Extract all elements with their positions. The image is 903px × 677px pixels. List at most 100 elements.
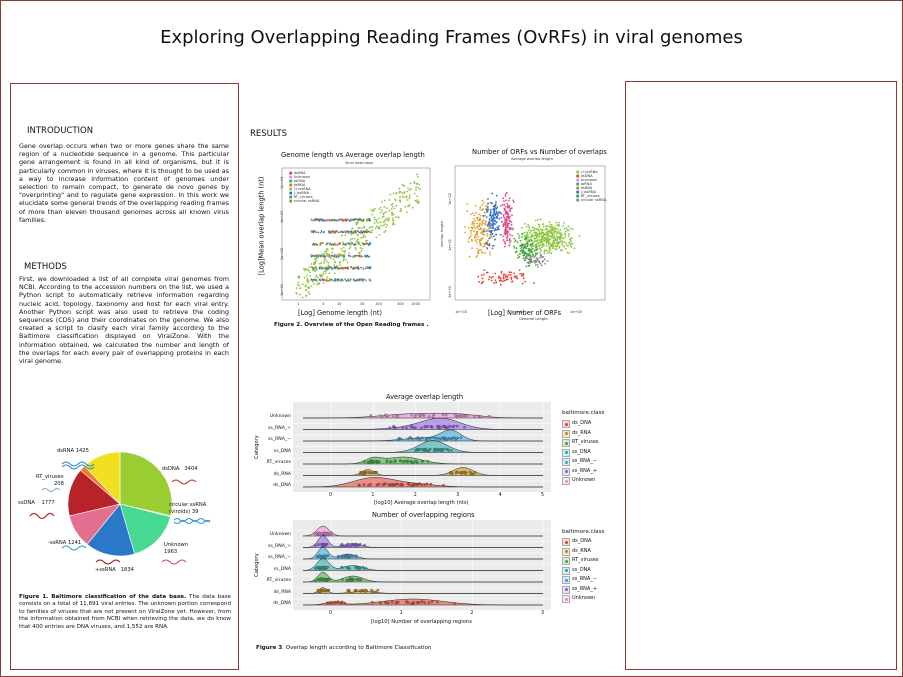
ridge-point	[340, 565, 343, 569]
scatter1-point	[359, 218, 362, 221]
ridge-point	[313, 532, 316, 535]
s2-legend-1: ■ dsDNA	[576, 174, 593, 178]
ridge-point	[452, 424, 456, 428]
scatter1-point	[392, 221, 394, 224]
scatter2-point	[527, 265, 530, 268]
scatter2-point	[471, 247, 473, 250]
scatter2-point	[513, 246, 516, 249]
scatter2-point	[549, 242, 551, 245]
scatter1-point	[334, 261, 336, 264]
scatter2-point	[528, 258, 531, 261]
scatter2-point	[475, 212, 477, 214]
scatter2-point	[513, 237, 515, 240]
scatter1-point	[414, 199, 417, 202]
r2-category-2: ss_RNA_−	[267, 555, 291, 560]
scatter1-point	[302, 283, 304, 286]
scatter1-point	[374, 227, 377, 230]
scatter1-point	[350, 231, 352, 234]
ridge-point	[444, 438, 448, 441]
ridge-point	[411, 437, 414, 441]
scatter1-point	[328, 231, 331, 234]
scatter2-point	[488, 278, 490, 281]
scatter1-point	[356, 233, 359, 236]
scatter2-point	[510, 227, 513, 230]
ridge-point	[460, 470, 464, 474]
scatter1-point	[355, 266, 358, 269]
scatter2-point	[506, 211, 509, 214]
scatter1-point	[395, 192, 398, 194]
r1-category-1: ss_RNA_+	[267, 425, 291, 431]
scatter2-point	[476, 247, 479, 250]
scatter2-point	[488, 237, 491, 240]
scatter2-point	[511, 234, 514, 237]
results-heading: RESULTS	[250, 129, 288, 139]
scatter1-point	[330, 219, 333, 222]
scatter2-point	[503, 200, 505, 203]
scatter2-point	[490, 229, 493, 232]
r1-category-6: ds_DNA	[273, 483, 291, 488]
scatter2-point	[564, 236, 567, 239]
scatter2-point	[491, 226, 494, 229]
scatter2-point	[533, 249, 536, 252]
scatter2-point	[492, 235, 495, 238]
scatter1-point	[327, 261, 330, 264]
scatter1-point	[315, 243, 318, 246]
ridge-point	[412, 461, 415, 464]
ridge-point	[343, 601, 346, 605]
scatter1-point	[333, 219, 336, 222]
ridge-point	[416, 436, 420, 440]
scatter2-point	[481, 221, 484, 224]
scatter1-point	[349, 266, 352, 269]
scatter2-point	[509, 241, 511, 244]
ridge-point	[399, 483, 402, 487]
scatter2-point	[505, 199, 507, 202]
scatter2-point	[552, 247, 554, 250]
scatter1-point	[400, 207, 402, 210]
intro-text: Gene overlap occurs when two or more gen…	[19, 142, 229, 224]
scatter2-point	[543, 258, 546, 261]
scatter1-point	[391, 211, 393, 214]
scatter2-point	[489, 233, 492, 236]
scatter1-point	[328, 230, 331, 233]
ridge-point	[434, 448, 438, 451]
scatter1-point	[331, 251, 334, 254]
scatter1-point	[362, 220, 364, 222]
scatter2-point	[556, 224, 559, 226]
scatter1-point	[319, 244, 322, 246]
scatter1-point	[320, 254, 323, 257]
scatter1-point	[365, 228, 368, 231]
scatter1-point	[360, 250, 363, 253]
scatter1-point	[316, 283, 319, 286]
ridge-point	[421, 436, 424, 440]
scatter2-point	[533, 228, 536, 231]
scatter2-point	[529, 238, 532, 241]
scatter2-point	[515, 250, 518, 253]
s1-legend-2: ■ ssDNA	[289, 179, 306, 183]
unknown-squiggle	[161, 559, 187, 565]
ridge-point	[454, 438, 457, 441]
scatter2-point	[471, 227, 474, 230]
ridge-point	[456, 425, 459, 428]
pie-label-viroid: circular ssRNA (viroids) 39	[169, 502, 207, 515]
scatter2-point	[477, 235, 480, 238]
scatter1-point	[341, 250, 344, 252]
scatter2-point	[489, 209, 492, 211]
scatter2-point	[499, 211, 502, 214]
scatter2-point	[530, 255, 533, 258]
scatter1-point	[326, 242, 329, 245]
scatter2-point	[474, 205, 477, 207]
scatter2-point	[518, 234, 520, 237]
scatter2-point	[526, 232, 529, 235]
scatter1-point	[310, 266, 313, 269]
scatter2-point	[522, 274, 525, 277]
s1-legend-6: ■ RT_viruses	[289, 195, 313, 199]
scatter1-point	[339, 242, 341, 245]
scatter1-point	[355, 241, 358, 244]
scatter1-point	[315, 274, 318, 277]
scatter2-point	[520, 273, 523, 275]
scatter1-point	[405, 195, 408, 198]
scatter2-point	[477, 275, 480, 278]
scatter1-point	[333, 264, 336, 266]
scatter2-point	[510, 276, 513, 279]
scatter1-point	[361, 256, 364, 258]
